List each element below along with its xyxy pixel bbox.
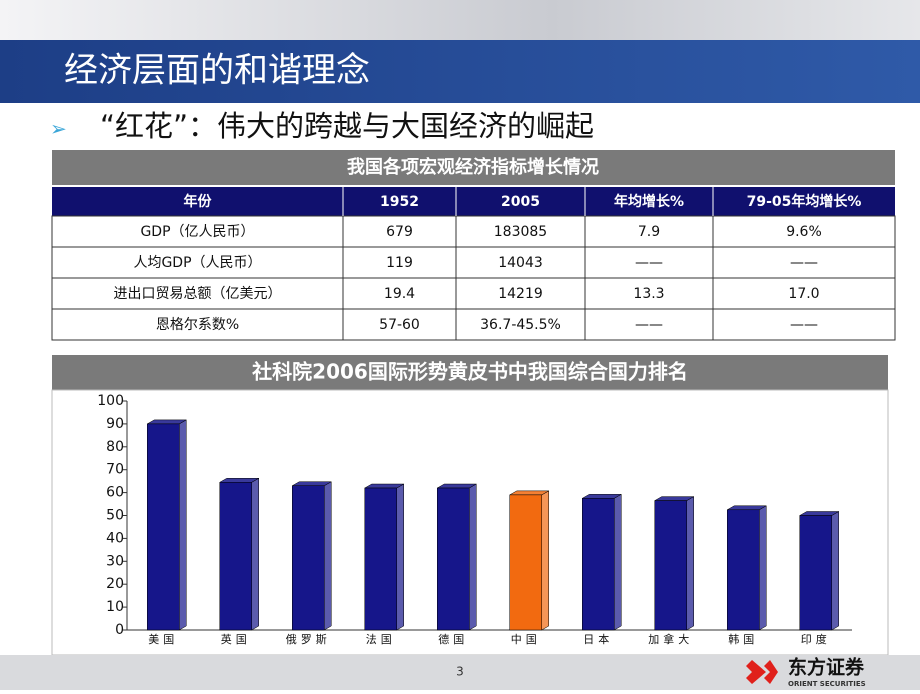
table-header-cell: 79-05年均增长% [747,193,862,210]
y-tick-label: 60 [106,485,124,501]
bar [147,423,180,631]
bullet-icon: ➢ [50,117,67,141]
table-cell: —— [790,317,818,333]
bar [219,482,252,631]
table-header-cell: 年均增长% [614,193,684,210]
bar-top [363,483,405,489]
slide-title: 经济层面的和谐理念 [64,51,370,91]
bar [799,515,832,631]
table-cell: 36.7-45.5% [480,317,561,333]
bar-top [291,481,333,486]
bar [364,487,397,631]
table-row [51,308,896,341]
table-cell: —— [635,255,663,271]
bar-side [251,477,259,631]
table-cell: 进出口贸易总额（亿美元） [114,286,282,302]
bar-side [759,505,767,631]
chart-title: 社科院2006国际形势黄皮书中我国综合国力排名 [251,360,688,384]
bar [437,487,470,631]
chart: 0 10 20 30 40 50 60 70 80 90 100 美国 英国 俄罗斯 法国 德国 中国 日本 加拿大… [97,393,852,646]
bar-top [653,496,695,501]
y-tick-label: 0 [115,622,124,638]
bottom-band [0,655,920,690]
table-cell: 17.0 [788,286,819,302]
table-cell: —— [635,317,663,333]
table-header-cell: 1952 [380,194,419,210]
x-tick-label: 韩国 [728,632,758,646]
y-tick-label: 50 [106,508,124,524]
table-cell: 183085 [494,224,547,240]
bullet-text: “红花”：伟大的跨越与大国经济的崛起 [100,109,594,143]
table-header-row [52,187,895,216]
x-tick-label: 加拿大 [648,632,693,646]
x-tick-label: 印度 [801,632,831,646]
bar-top [798,511,840,516]
y-tick-label: 80 [106,439,124,455]
table-cell: 679 [386,224,413,240]
table-row [51,215,896,248]
logo-icon [746,660,778,684]
bar-side [469,483,477,631]
logo-name: 东方证券 [788,656,865,679]
table-cell: 人均GDP（人民币） [133,255,261,271]
table-cell: 14043 [498,255,543,271]
bar [727,509,760,631]
page-number: 3 [456,665,464,679]
y-tick-label: 100 [97,393,124,409]
table-header-cell: 年份 [184,193,213,210]
title-band [0,40,920,103]
bar-side [324,481,332,631]
table-header-cell: 2005 [501,194,540,210]
bar [582,498,615,631]
x-tick-label: 英国 [221,632,251,646]
bar-top [146,419,188,425]
bar-side [686,496,694,631]
x-tick-label: 德国 [438,632,468,646]
y-tick-label: 20 [106,576,124,592]
y-tick-label: 70 [106,462,124,478]
bar-side [179,419,187,631]
bar-top [436,483,478,489]
logo-subtitle: ORIENT SECURITIES [788,680,866,688]
top-band [0,0,920,40]
table-title-bar [52,150,895,185]
table-cell: 7.9 [638,224,660,240]
bar-side [614,493,622,631]
x-tick-label: 俄罗斯 [286,633,331,646]
y-tick-label: 40 [106,530,124,546]
table-cell: 9.6% [786,224,822,240]
y-tick-label: 90 [106,416,124,432]
x-tick-label: 美国 [148,633,178,646]
bar-side [541,490,549,631]
table-cell: GDP（亿人民币） [140,224,254,240]
bar [509,494,542,631]
bar-top [508,490,550,496]
bar-top [726,505,768,511]
table-cell: 恩格尔系数% [156,317,239,333]
y-tick-label: 30 [106,553,124,569]
x-tick-label: 中国 [511,633,541,646]
chart-title-bar [52,355,888,390]
bar-side [396,483,404,631]
table-title: 我国各项宏观经济指标增长情况 [347,156,599,178]
y-tick-label: 10 [106,599,124,615]
table-cell: 19.4 [384,286,415,302]
table-cell: 14219 [498,286,543,302]
bar [292,485,325,631]
bar-side [831,511,839,631]
x-tick-label: 日本 [583,632,613,646]
table-cell: 119 [386,255,413,271]
bar-top [581,494,623,499]
table-cell: —— [790,255,818,271]
x-tick-label: 法国 [366,632,396,646]
bar-top [218,478,260,483]
table-row [51,277,896,310]
table-cell: 57-60 [379,317,420,333]
table-cell: 13.3 [633,286,664,302]
bar [654,500,687,631]
